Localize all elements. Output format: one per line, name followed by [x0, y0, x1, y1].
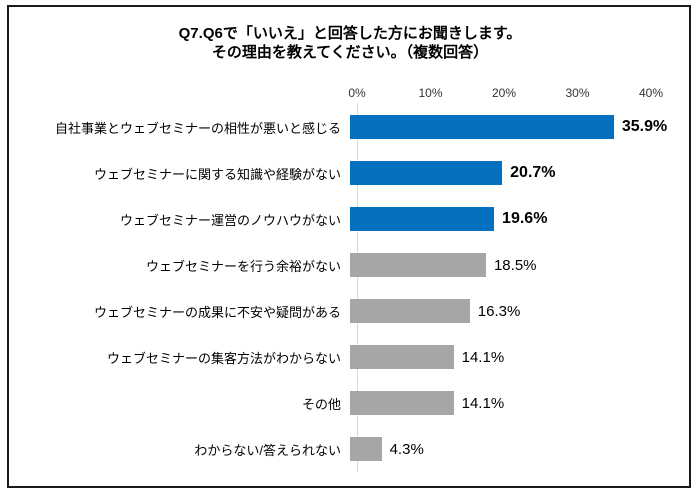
bar-rows: 自社事業とウェブセミナーの相性が悪いと感じる 35.9% ウェブセミナーに関する知識… [0, 104, 700, 472]
value-label: 4.3% [389, 440, 424, 458]
bar [350, 437, 382, 461]
bar [350, 345, 454, 369]
bar-track: 14.1% [350, 380, 700, 426]
bar-row: ウェブセミナーを行う余裕がない 18.5% [0, 242, 700, 288]
bar-row: その他 14.1% [0, 380, 700, 426]
chart-title-line-1: Q7.Q6で「いいえ」と回答した方にお聞きします。 [178, 25, 522, 42]
bar-row: 自社事業とウェブセミナーの相性が悪いと感じる 35.9% [0, 104, 700, 150]
value-label: 14.1% [461, 348, 505, 366]
chart-title: Q7.Q6で「いいえ」と回答した方にお聞きします。 その理由を教えてください。（… [0, 24, 700, 62]
x-axis: 0% 10% 20% 30% 40% [0, 86, 700, 102]
bar [350, 161, 503, 185]
bar [350, 299, 470, 323]
x-axis-tick-label: 30% [565, 86, 590, 100]
bar-track: 19.6% [350, 196, 700, 242]
bar-track: 4.3% [350, 426, 700, 472]
x-axis-tick-label: 20% [491, 86, 517, 100]
value-label: 14.1% [461, 394, 505, 412]
x-axis-tick-label: 40% [638, 86, 664, 100]
x-axis-tick-label: 0% [348, 86, 366, 100]
bar [350, 207, 495, 231]
category-label: わからない/答えられない [194, 442, 341, 458]
chart-title-line-2: その理由を教えてください。（複数回答） [211, 44, 489, 61]
y-axis-baseline [357, 103, 358, 472]
category-label: ウェブセミナーに関する知識や経験がない [93, 166, 341, 182]
value-label: 20.7% [510, 164, 556, 181]
chart-border-frame [7, 5, 691, 488]
bar-row: ウェブセミナーの集客方法がわからない 14.1% [0, 334, 700, 380]
bar-track: 16.3% [350, 288, 700, 334]
category-label: ウェブセミナーの成果に不安や疑問がある [93, 304, 341, 320]
bar-track: 35.9% [350, 104, 700, 150]
category-label: ウェブセミナー運営のノウハウがない [119, 212, 341, 228]
value-label: 19.6% [502, 210, 548, 227]
bar [350, 115, 614, 139]
bar [350, 253, 486, 277]
category-label: 自社事業とウェブセミナーの相性が悪いと感じる [54, 120, 341, 136]
category-label: その他 [301, 396, 341, 412]
bar [350, 391, 454, 415]
bar-row: ウェブセミナー運営のノウハウがない 19.6% [0, 196, 700, 242]
bar-row: ウェブセミナーに関する知識や経験がない 20.7% [0, 150, 700, 196]
value-label: 18.5% [493, 256, 537, 274]
value-label: 35.9% [621, 118, 668, 135]
bar-track: 18.5% [350, 242, 700, 288]
bar-row: わからない/答えられない 4.3% [0, 426, 700, 472]
category-label: ウェブセミナーを行う余裕がない [145, 258, 341, 274]
bar-row: ウェブセミナーの成果に不安や疑問がある 16.3% [0, 288, 700, 334]
bar-track: 20.7% [350, 150, 700, 196]
value-label: 16.3% [477, 302, 521, 320]
category-label: ウェブセミナーの集客方法がわからない [106, 350, 341, 366]
bar-track: 14.1% [350, 334, 700, 380]
x-axis-tick-label: 10% [418, 86, 443, 100]
